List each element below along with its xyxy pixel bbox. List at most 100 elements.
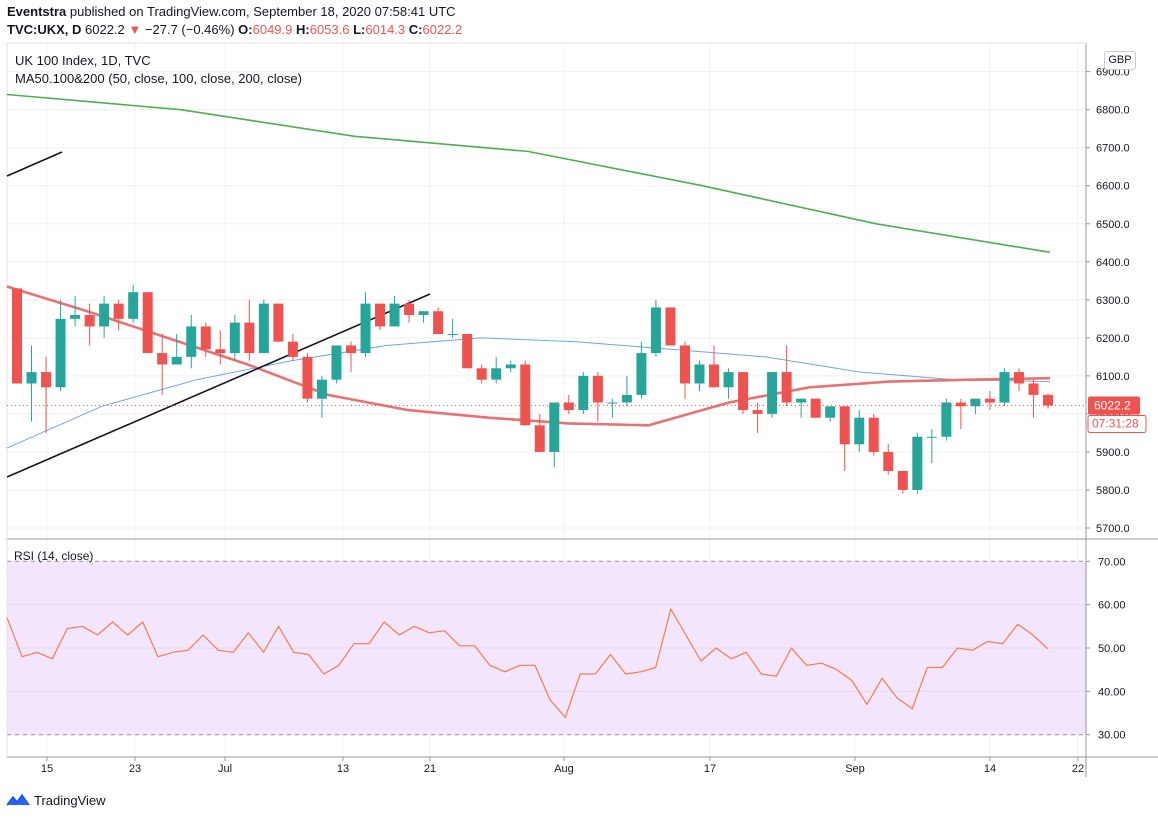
price-tick-label: 5700.0: [1096, 523, 1130, 535]
rsi-tick-label: 40.00: [1098, 686, 1126, 698]
candle-down: [1028, 379, 1039, 418]
candle-up: [128, 284, 139, 323]
candle-down: [476, 364, 487, 384]
price-tick-label: 6800.0: [1096, 105, 1130, 117]
candle-body: [563, 402, 574, 411]
candle-body: [723, 372, 734, 388]
candle-body: [12, 288, 22, 384]
candle-body: [404, 303, 415, 316]
countdown-badge: [1087, 414, 1147, 433]
candle-down: [375, 303, 386, 331]
candle-body: [912, 436, 923, 490]
candle-body: [578, 375, 589, 411]
candle-up: [926, 429, 937, 464]
candle-body: [1013, 372, 1024, 384]
candle-body: [186, 326, 197, 357]
rsi-line: [6, 608, 1049, 719]
candle-up: [607, 398, 618, 418]
candle-body: [839, 406, 850, 445]
candle-body: [302, 356, 313, 399]
tradingview-logo-icon: [6, 793, 30, 806]
candle-body: [258, 303, 269, 354]
time-tick-label: 21: [424, 763, 436, 775]
candle-body: [810, 398, 821, 418]
candle-body: [273, 303, 284, 342]
candle-down: [534, 413, 545, 452]
candle-body: [650, 307, 661, 354]
candle-up: [186, 315, 197, 369]
last-price-badge: [1088, 396, 1140, 415]
high-label: H:: [296, 22, 310, 37]
currency-label[interactable]: GBP: [1104, 51, 1136, 70]
candle-body: [607, 402, 618, 404]
candle-down: [897, 470, 908, 494]
candle-up: [55, 299, 66, 392]
candle-body: [389, 303, 400, 327]
candle-body: [825, 406, 836, 418]
candle-body: [447, 334, 458, 336]
candle-down: [200, 322, 211, 357]
candle-down: [738, 372, 749, 414]
candle-down: [287, 334, 298, 361]
candle-body: [505, 364, 516, 369]
candle-body: [171, 356, 182, 365]
candle-body: [955, 402, 966, 407]
high-value: 6053.6: [309, 22, 350, 37]
candle-body: [360, 303, 371, 354]
candle-up: [171, 334, 182, 365]
candle-up: [491, 356, 502, 384]
series-title[interactable]: UK 100 Index, 1D, TVC: [15, 53, 151, 68]
time-tick-label: 14: [984, 763, 996, 775]
candle-down: [12, 288, 22, 384]
candle-up: [578, 372, 589, 414]
candle-body: [984, 398, 995, 403]
candle-down: [810, 398, 821, 418]
low-label: L:: [353, 22, 366, 37]
rsi-indicator-legend[interactable]: RSI (14, close): [14, 549, 94, 563]
candle-body: [476, 368, 487, 380]
candle-down: [244, 299, 255, 361]
candle-down: [883, 444, 894, 475]
price-tick-label: 6700.0: [1096, 143, 1130, 155]
time-tick-label: 13: [337, 763, 349, 775]
candle-body: [1043, 394, 1053, 406]
candle-body: [970, 398, 981, 407]
publish-info: Eventstra published on TradingView.com, …: [7, 4, 456, 19]
rsi-tick-label: 70.00: [1098, 556, 1126, 568]
candle-body: [752, 410, 763, 414]
price-tick-label: 6200.0: [1096, 333, 1130, 345]
ma-indicator-legend[interactable]: MA50.100&200 (50, close, 100, close, 200…: [15, 71, 302, 86]
candle-body: [26, 372, 37, 384]
candle-up: [694, 360, 705, 392]
candle-body: [520, 364, 531, 426]
candle-body: [200, 326, 211, 350]
candle-body: [128, 292, 139, 319]
candle-down: [563, 394, 574, 414]
candle-down: [157, 334, 168, 395]
published-text: published on TradingView.com, September …: [69, 4, 456, 19]
candle-up: [999, 368, 1010, 407]
candle-up: [99, 296, 110, 338]
candle-down: [404, 299, 415, 323]
candle-down: [679, 341, 690, 399]
candle-body: [897, 470, 908, 490]
open-label: O:: [238, 22, 253, 37]
candle-down: [868, 413, 879, 456]
candle-down: [839, 406, 850, 471]
candle-body: [491, 368, 502, 380]
candle-body: [55, 318, 66, 388]
candle-up: [854, 410, 865, 452]
candle-up: [549, 402, 560, 468]
candle-up: [70, 296, 81, 327]
candle-up: [796, 398, 807, 418]
last-price: 6022.2: [85, 22, 125, 37]
candle-body: [244, 322, 255, 354]
candle-body: [665, 307, 676, 346]
candle-body: [157, 353, 168, 365]
last-price-badge-text: 6022.2: [1094, 398, 1131, 412]
candle-down: [709, 345, 720, 388]
tradingview-logo[interactable]: TradingView: [6, 790, 106, 810]
candle-down: [302, 353, 313, 403]
candle-body: [679, 345, 690, 384]
